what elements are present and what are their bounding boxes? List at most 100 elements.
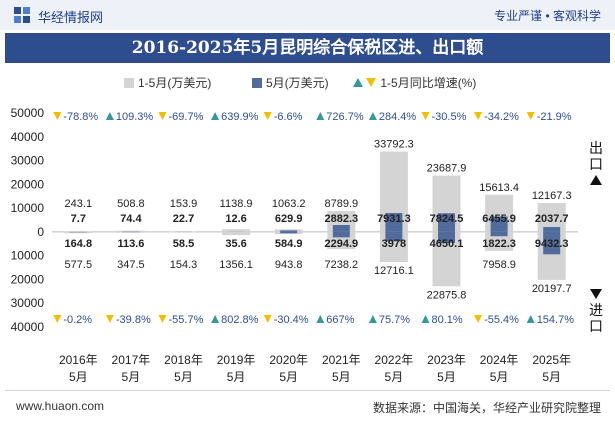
- export-growth-down-icon: [474, 112, 483, 120]
- export-growth-label: -34.2%: [484, 111, 519, 123]
- category-label: 2021年: [322, 353, 361, 367]
- category-label: 5月: [490, 370, 509, 384]
- import-month-label: 35.6: [225, 238, 246, 250]
- import-month-label: 1822.3: [482, 238, 516, 250]
- export-growth-label: 639.9%: [221, 111, 259, 123]
- legend: 1-5月(万美元) 5月(万美元) 1-5月同比增速(%): [0, 73, 615, 93]
- import-cumulative-bar: [116, 231, 145, 233]
- export-month-bar: [543, 227, 561, 232]
- legend-growth-up-icon: [353, 78, 363, 87]
- legend-month: 5月(万美元): [252, 73, 329, 93]
- export-cumulative-bar: [116, 230, 145, 232]
- legend-growth-label: 1-5月同比增速(%): [380, 76, 477, 90]
- export-month-label: 12.6: [225, 213, 246, 225]
- export-growth-down-icon: [263, 112, 272, 120]
- import-cumulative-bar: [222, 231, 251, 236]
- category-label: 5月: [332, 370, 351, 384]
- export-cumulative-bar: [64, 231, 93, 232]
- export-cumulative-label: 8789.9: [324, 198, 358, 210]
- y-tick-label: 40000: [11, 320, 45, 334]
- import-month-label: 584.9: [275, 238, 303, 250]
- category-label: 2016年: [59, 353, 98, 367]
- export-side-label: 出口: [586, 140, 606, 188]
- y-tick-label: 40000: [11, 130, 45, 144]
- export-month-bar: [280, 230, 298, 232]
- import-month-bar: [543, 231, 561, 255]
- legend-cumulative-label: 1-5月(万美元): [138, 76, 212, 90]
- import-month-bar: [438, 231, 455, 243]
- category-label: 2017年: [112, 353, 151, 367]
- export-cumulative-label: 153.9: [170, 198, 198, 210]
- import-growth-label: -30.4%: [274, 314, 309, 326]
- import-growth-up-icon: [421, 315, 430, 323]
- legend-cumulative-swatch: [124, 78, 134, 88]
- import-cumulative-label: 577.5: [65, 259, 93, 271]
- title-bar: 2016-2025年5月昆明综合保税区进、出口额: [5, 33, 610, 63]
- import-growth-label: 802.8%: [221, 314, 259, 326]
- import-month-bar: [280, 231, 298, 234]
- category-label: 5月: [69, 370, 88, 384]
- legend-month-swatch: [252, 78, 262, 88]
- import-cumulative-label: 12716.1: [374, 265, 414, 277]
- export-growth-label: 726.7%: [326, 111, 364, 123]
- export-cumulative-label: 1063.2: [272, 198, 306, 210]
- export-growth-up-icon: [105, 112, 114, 120]
- import-cumulative-label: 943.8: [275, 259, 303, 271]
- legend-growth-down-icon: [366, 78, 377, 87]
- import-growth-label: -39.8%: [116, 314, 151, 326]
- export-growth-down-icon: [53, 112, 62, 120]
- category-label: 2022年: [375, 353, 414, 367]
- import-side-text: 进口: [589, 302, 603, 334]
- export-growth-down-icon: [421, 112, 430, 120]
- export-month-label: 7.7: [71, 213, 86, 225]
- chart-title: 2016-2025年5月昆明综合保税区进、出口额: [131, 38, 484, 58]
- import-growth-down-icon: [263, 315, 272, 323]
- import-cumulative-label: 22875.8: [427, 289, 467, 301]
- legend-growth: 1-5月同比增速(%): [353, 73, 476, 93]
- import-month-bar: [385, 231, 403, 242]
- import-growth-up-icon: [316, 315, 325, 323]
- export-month-label: 7824.5: [430, 213, 464, 225]
- import-month-bar: [332, 231, 350, 238]
- top-bar: 华经情报网 专业严谨 • 客观科学: [0, 0, 615, 30]
- category-label: 5月: [122, 370, 141, 384]
- brand-name: 华经情报网: [38, 10, 104, 25]
- category-label: 5月: [279, 370, 298, 384]
- import-growth-label: -55.7%: [169, 314, 204, 326]
- export-cumulative-bar: [222, 229, 251, 232]
- import-growth-up-icon: [368, 315, 377, 323]
- legend-cumulative: 1-5月(万美元): [124, 73, 211, 93]
- export-month-label: 2037.7: [535, 213, 569, 225]
- import-month-label: 9432.3: [535, 238, 569, 250]
- huajing-logo-icon: [14, 7, 30, 23]
- import-month-label: 2294.9: [324, 238, 358, 250]
- import-cumulative-bar: [485, 231, 514, 251]
- export-growth-label: 109.3%: [116, 111, 154, 123]
- export-growth-label: 284.4%: [379, 111, 417, 123]
- export-cumulative-label: 23687.9: [427, 163, 467, 175]
- export-growth-label: -30.5%: [432, 111, 467, 123]
- slogan: 专业严谨 • 客观科学: [494, 9, 601, 23]
- export-growth-label: -69.7%: [169, 111, 204, 123]
- y-tick-label: 10000: [11, 201, 45, 215]
- import-cumulative-label: 20197.7: [532, 283, 572, 295]
- y-tick-label: 20000: [11, 272, 45, 286]
- export-growth-up-icon: [316, 112, 325, 120]
- export-month-label: 22.7: [173, 213, 194, 225]
- import-growth-down-icon: [474, 315, 483, 323]
- category-label: 5月: [542, 370, 561, 384]
- import-growth-down-icon: [158, 315, 167, 323]
- export-growth-label: -21.9%: [537, 111, 572, 123]
- import-cumulative-label: 154.3: [170, 259, 198, 271]
- category-label: 5月: [385, 370, 404, 384]
- export-month-label: 6455.9: [482, 213, 516, 225]
- import-growth-label: 75.7%: [379, 314, 410, 326]
- import-growth-label: -55.4%: [484, 314, 519, 326]
- import-month-label: 3978: [382, 238, 406, 250]
- import-growth-label: 80.1%: [432, 314, 463, 326]
- export-month-label: 2882.3: [324, 213, 358, 225]
- category-label: 5月: [227, 370, 246, 384]
- y-tick-label: 50000: [11, 106, 45, 120]
- import-cumulative-label: 7958.9: [482, 259, 516, 271]
- category-label: 2025年: [532, 353, 571, 367]
